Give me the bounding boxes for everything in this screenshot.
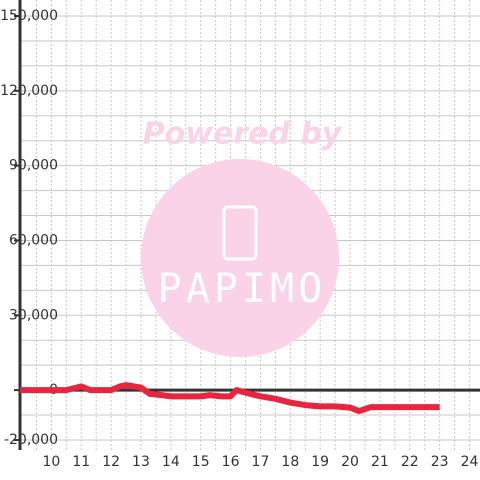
watermark-phone [222, 205, 258, 261]
x-tick-label: 16 [222, 454, 240, 470]
x-tick-label: 17 [252, 454, 270, 470]
foreground: -20,000030,00060,00090,000120,000150,000… [0, 0, 479, 470]
x-tick-label: 22 [401, 454, 419, 470]
watermark-top: Powered by [143, 117, 343, 152]
x-tick-label: 13 [132, 454, 150, 470]
x-tick-label: 10 [42, 454, 60, 470]
y-tick-label: 150,000 [0, 8, 58, 24]
x-tick-label: 14 [162, 454, 180, 470]
x-tick-label: 23 [431, 454, 449, 470]
x-tick-label: 12 [102, 454, 120, 470]
x-tick-label: 19 [311, 454, 329, 470]
x-tick-label: 15 [192, 454, 210, 470]
y-tick-label: 90,000 [9, 158, 58, 174]
y-tick-label: 60,000 [9, 232, 58, 248]
x-tick-label: 24 [461, 454, 479, 470]
x-tick-label: 20 [341, 454, 359, 470]
data-line [20, 382, 440, 415]
y-tick-label: -20,000 [4, 432, 58, 448]
watermark: Powered by PAPIMO [141, 117, 343, 357]
x-tick-label: 21 [371, 454, 389, 470]
y-tick-label: 120,000 [0, 83, 58, 99]
x-tick-label: 11 [72, 454, 90, 470]
y-tick-label: 30,000 [9, 307, 58, 323]
x-tick-label: 18 [281, 454, 299, 470]
watermark-brand: PAPIMO [158, 266, 327, 312]
